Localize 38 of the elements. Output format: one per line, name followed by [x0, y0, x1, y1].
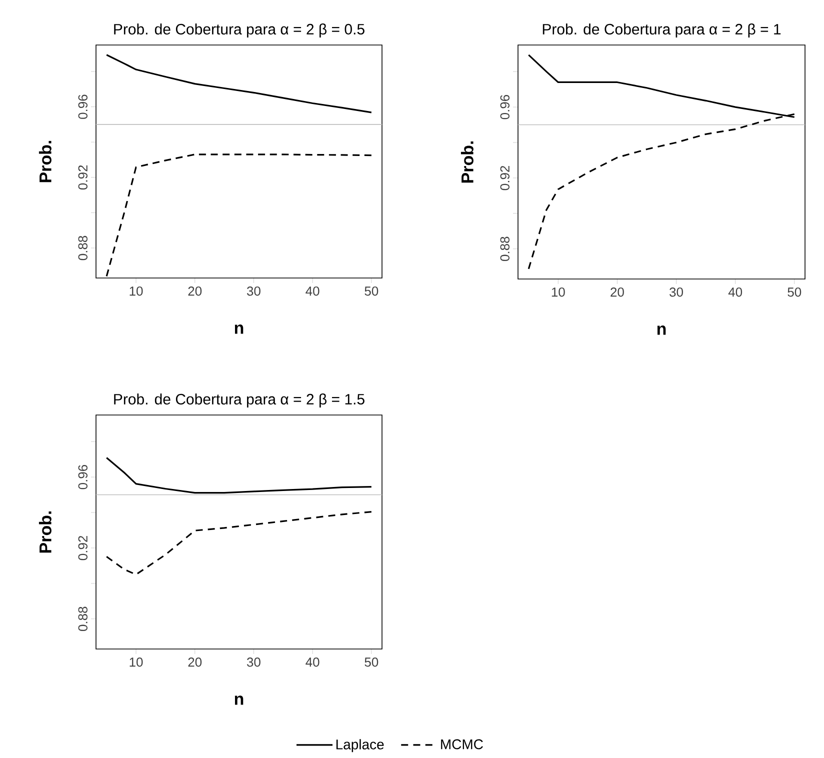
line-series [106, 510, 372, 576]
y-tick-label: 0.92 [500, 166, 510, 190]
x-axis-title: n [234, 696, 244, 705]
y-tick-label: 0.96 [78, 94, 88, 119]
x-tick-label: 40 [306, 286, 320, 296]
chart-title: Prob. de Cobertura para α = 2 β = 0.5 [114, 24, 364, 38]
y-tick-label: 0.96 [78, 464, 88, 490]
x-tick-label: 30 [246, 286, 260, 296]
legend-label: Laplace [336, 739, 384, 752]
line-series [106, 456, 372, 494]
x-tick-label: 20 [188, 286, 202, 296]
x-tick-label: 10 [552, 288, 565, 297]
x-tick-label: 30 [246, 658, 260, 667]
x-tick-label: 20 [188, 658, 202, 667]
x-tick-label: 10 [130, 658, 143, 667]
x-tick-label: 50 [364, 286, 378, 296]
y-tick-label: 0.88 [78, 606, 88, 631]
y-tick-label: 0.92 [78, 536, 88, 560]
chart-title: Prob. de Cobertura para α = 2 β = 1.5 [114, 394, 364, 408]
y-tick-label: 0.92 [78, 165, 88, 190]
y-tick-label: 0.88 [500, 236, 510, 261]
x-tick-label: 50 [364, 658, 378, 667]
y-tick-label: 0.96 [500, 94, 510, 120]
x-tick-label: 10 [130, 286, 143, 296]
x-tick-label: 40 [728, 288, 742, 297]
x-tick-label: 40 [306, 658, 320, 667]
x-axis-title: n [657, 326, 666, 335]
y-axis-title: Prob. [38, 140, 52, 182]
legend-label: MCMC [441, 739, 483, 750]
y-axis-title: Prob. [460, 141, 474, 183]
line-series [106, 54, 372, 114]
x-tick-label: 50 [788, 288, 802, 297]
x-tick-label: 30 [670, 288, 683, 297]
y-axis-title: Prob. [38, 511, 52, 553]
x-tick-label: 20 [610, 288, 624, 297]
chart-title: Prob. de Cobertura para α = 2 β = 1 [542, 24, 781, 38]
y-tick-label: 0.88 [78, 236, 88, 260]
x-axis-title: n [234, 324, 244, 334]
